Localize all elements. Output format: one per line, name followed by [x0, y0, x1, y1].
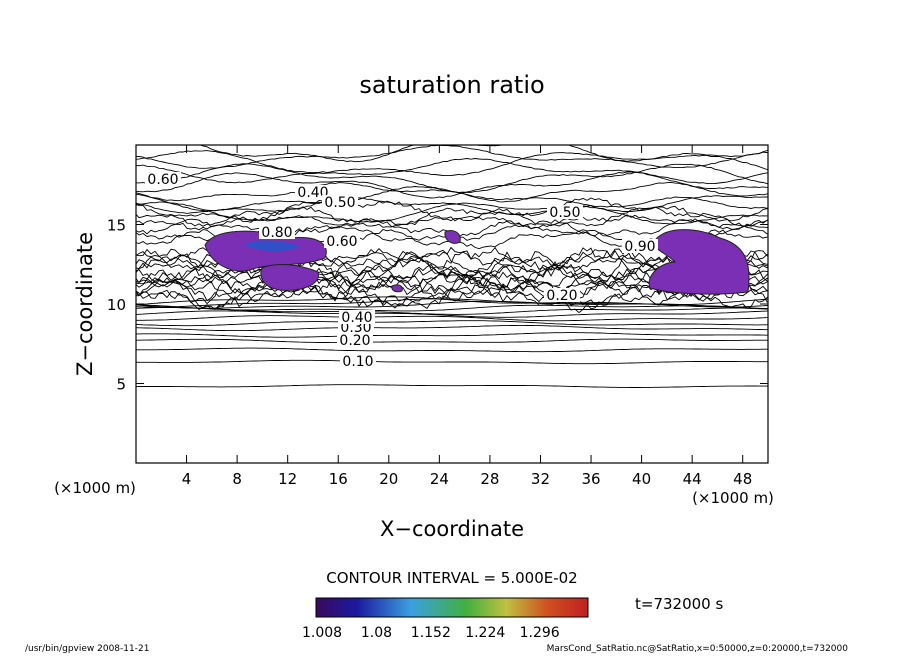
- contour-label: 0.10: [342, 354, 373, 370]
- colorbar-tick-label: 1.008: [302, 625, 342, 641]
- contour-label: 0.60: [326, 234, 357, 250]
- contour-line: [136, 250, 768, 286]
- contour-line: [136, 384, 768, 388]
- contour-label: 0.20: [546, 288, 577, 304]
- supersaturated-core: [245, 240, 300, 252]
- colorbar-tick-label: 1.08: [361, 625, 392, 641]
- x-tick-label: 48: [733, 470, 752, 488]
- contour-label-bg: [544, 288, 580, 302]
- footer-left: /usr/bin/gpview 2008-11-21: [25, 644, 149, 654]
- contour-label-bg: [622, 239, 658, 253]
- contour-line: [136, 197, 768, 222]
- contour-label: 0.90: [624, 239, 655, 255]
- x-tick-label: 12: [278, 470, 297, 488]
- x-tick-label: 20: [379, 470, 398, 488]
- x-unit: (×1000 m): [54, 479, 136, 497]
- contour-line: [136, 320, 768, 327]
- colorbar-tick-label: 1.224: [465, 625, 505, 641]
- contour-line: [136, 150, 768, 177]
- colorbar-tick-label: 1.152: [411, 625, 451, 641]
- x-axis-label: X−coordinate: [380, 517, 524, 541]
- contour-label-bg: [322, 195, 358, 209]
- contour-line: [136, 332, 768, 338]
- contour-label: 0.60: [147, 172, 178, 188]
- contour-label-bg: [145, 172, 181, 186]
- x-tick-label: 4: [182, 470, 192, 488]
- contour-label: 0.50: [324, 195, 355, 211]
- contour-label: 0.20: [339, 333, 370, 349]
- contour-label-bg: [324, 234, 360, 248]
- contour-label-bg: [339, 310, 375, 324]
- contour-line: [136, 359, 768, 365]
- colorbar-tick-label: 1.296: [520, 625, 560, 641]
- supersaturated-region: [391, 284, 403, 293]
- contour-line: [136, 181, 768, 203]
- contour-label: 0.80: [261, 225, 292, 241]
- supersaturated-region: [260, 264, 319, 291]
- supersaturated-region: [648, 229, 750, 295]
- contour-label-bg: [340, 354, 376, 368]
- footer-right: MarsCond_SatRatio.nc@SatRatio,x=0:50000,…: [547, 644, 849, 654]
- x-unit: (×1000 m): [692, 489, 774, 507]
- chart-title: saturation ratio: [359, 71, 544, 99]
- contour-line: [199, 145, 768, 163]
- contour-line: [136, 324, 768, 332]
- x-tick-label: 36: [581, 470, 600, 488]
- contour-line: [136, 274, 768, 302]
- x-tick-label: 24: [430, 470, 449, 488]
- contour-line: [136, 347, 768, 353]
- supersaturated-region: [444, 229, 461, 244]
- contour-line: [136, 315, 768, 322]
- plot-area: [136, 145, 768, 388]
- contour-line: [136, 214, 768, 231]
- x-tick-label: 44: [683, 470, 702, 488]
- contour-line: [136, 296, 768, 306]
- x-tick-label: 32: [531, 470, 550, 488]
- contour-line: [136, 338, 768, 344]
- x-tick-label: 16: [329, 470, 348, 488]
- supersaturated-region: [204, 230, 327, 272]
- y-axis-label: Z−coordinate: [73, 232, 97, 376]
- colorbar: [315, 597, 589, 618]
- contour-label: 0.50: [549, 205, 580, 221]
- contour-interval: CONTOUR INTERVAL = 5.000E-02: [326, 569, 577, 587]
- contour-label: 0.40: [297, 185, 328, 201]
- contour-line: [136, 145, 768, 169]
- contour-line: [136, 206, 768, 228]
- contour-line: [136, 300, 768, 310]
- x-tick-label: 8: [232, 470, 242, 488]
- contour-label: 0.40: [341, 310, 372, 326]
- contour-line: [136, 196, 768, 216]
- contour-label-bg: [259, 225, 295, 239]
- x-tick-label: 28: [480, 470, 499, 488]
- contour-line: [136, 310, 768, 318]
- y-tick-label: 10: [107, 296, 126, 314]
- contour-label-bg: [547, 205, 583, 219]
- contour-line: [136, 186, 768, 213]
- contour-line: [136, 171, 768, 199]
- time-label: t=732000 s: [635, 595, 723, 613]
- contour-line: [136, 158, 768, 185]
- contour-label-bg: [337, 333, 373, 347]
- y-tick-label: 5: [116, 376, 126, 394]
- x-tick-label: 40: [632, 470, 651, 488]
- contour-line: [136, 304, 768, 312]
- y-tick-label: 15: [107, 217, 126, 235]
